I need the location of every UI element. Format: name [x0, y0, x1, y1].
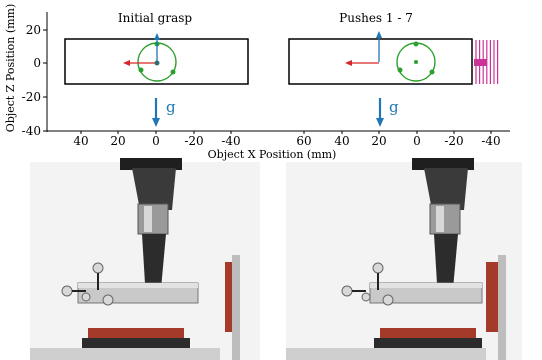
x-tick-label: 40 — [73, 134, 88, 148]
photo-pushes — [286, 158, 522, 360]
gripper-body — [424, 168, 468, 210]
center-point — [414, 60, 418, 64]
panel-pushes: Pushes 1 - 7 g — [288, 11, 501, 148]
contact-point — [429, 69, 435, 75]
gripper-cylinder — [137, 203, 169, 235]
y-tick-label: 0 — [33, 56, 41, 70]
x-axis-label: Object X Position (mm) — [208, 148, 337, 161]
x-tick-label: -20 — [444, 134, 463, 148]
mocap-marker — [382, 294, 394, 306]
x-tick-label: 60 — [296, 134, 311, 148]
plot-area: Object Z Position (mm) 20 0 -20 -40 Init… — [4, 4, 510, 161]
y-tick-label: 20 — [26, 23, 41, 37]
gravity-label: g — [166, 98, 176, 116]
gravity-arrowhead-icon — [152, 118, 160, 127]
x-tick-label: 20 — [371, 134, 386, 148]
x-arrowhead-icon — [123, 60, 130, 66]
contact-point — [170, 69, 176, 75]
x-tick-label: -40 — [221, 134, 240, 148]
base-fixture — [380, 328, 476, 340]
y-ticks: 20 0 -20 -40 — [22, 23, 47, 138]
mocap-marker — [81, 292, 91, 302]
z-arrowhead-icon — [154, 33, 160, 40]
mocap-marker — [372, 262, 384, 274]
mocap-marker — [102, 294, 114, 306]
object-outline — [288, 38, 473, 85]
y-tick-label: -40 — [22, 124, 41, 138]
panel-title: Pushes 1 - 7 — [339, 11, 413, 25]
x-tick-label: 0 — [413, 134, 421, 148]
gripper-body — [132, 168, 176, 210]
side-fixture — [486, 262, 500, 332]
contact-point — [397, 67, 403, 73]
z-arrowhead-icon — [376, 31, 382, 38]
base-fixture — [88, 328, 184, 340]
y-tick-label: -20 — [22, 90, 41, 104]
x-tick-label: 20 — [110, 134, 125, 148]
x-tick-label: -20 — [184, 134, 203, 148]
gripper-wrist — [412, 158, 474, 170]
mocap-marker — [92, 262, 104, 274]
panel-title: Initial grasp — [118, 11, 193, 25]
pusher-contact-icon — [474, 59, 487, 66]
gripper-cylinder — [429, 203, 461, 235]
x-arrowhead-icon — [345, 60, 352, 66]
mocap-marker — [361, 292, 371, 302]
x-ticks-panel-1: 40 20 0 -20 -40 — [73, 131, 241, 148]
panel-initial-grasp: Initial grasp g 4 — [64, 11, 249, 148]
origin-point — [154, 60, 160, 66]
x-tick-label: 40 — [334, 134, 349, 148]
mocap-marker — [341, 285, 353, 297]
contact-point — [138, 67, 144, 73]
gravity-label: g — [389, 98, 399, 116]
contact-point — [413, 41, 419, 47]
gripper-wrist — [120, 158, 182, 170]
y-axis-label: Object Z Position (mm) — [4, 4, 17, 133]
x-tick-label: -40 — [481, 134, 500, 148]
photo-initial-grasp — [30, 158, 260, 360]
gravity-arrowhead-icon — [376, 118, 384, 127]
x-tick-label: 0 — [152, 134, 160, 148]
x-ticks-panel-2: 60 40 20 0 -20 -40 — [296, 131, 501, 148]
mocap-marker — [61, 285, 73, 297]
